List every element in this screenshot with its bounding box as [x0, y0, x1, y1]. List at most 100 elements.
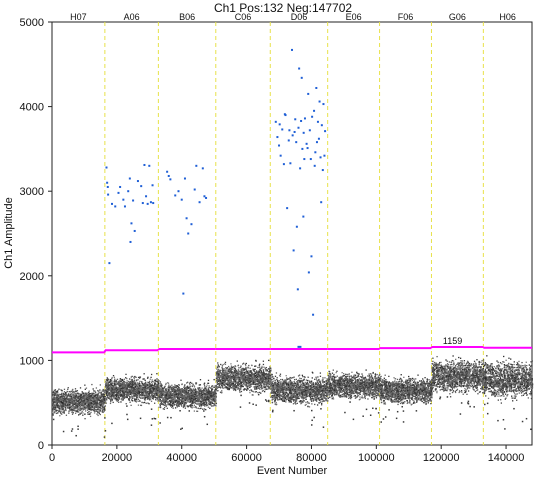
negative-droplet	[213, 387, 214, 388]
negative-droplet	[166, 395, 167, 396]
negative-droplet	[188, 390, 189, 391]
negative-droplet	[150, 398, 151, 399]
negative-droplet	[220, 364, 221, 365]
negative-droplet	[197, 396, 198, 397]
negative-droplet	[206, 386, 207, 387]
negative-droplet	[159, 385, 160, 386]
negative-droplet	[209, 387, 210, 388]
negative-droplet	[57, 405, 58, 406]
negative-droplet	[117, 383, 118, 384]
negative-droplet	[194, 410, 195, 411]
negative-droplet	[88, 411, 89, 412]
negative-droplet	[164, 409, 165, 410]
negative-droplet	[113, 397, 114, 398]
negative-droplet	[160, 396, 161, 397]
negative-droplet	[54, 406, 55, 407]
negative-droplet	[137, 387, 138, 388]
negative-droplet	[182, 389, 183, 390]
negative-droplet	[62, 402, 63, 403]
negative-droplet	[191, 395, 192, 396]
negative-droplet	[110, 381, 111, 382]
negative-droplet	[141, 395, 142, 396]
negative-droplet	[183, 387, 184, 388]
negative-droplet	[155, 397, 156, 398]
negative-droplet	[100, 384, 101, 385]
negative-droplet	[80, 403, 81, 404]
negative-droplet	[159, 388, 160, 389]
negative-droplet	[55, 405, 56, 406]
negative-droplet	[69, 396, 70, 397]
negative-droplet	[107, 394, 108, 395]
negative-droplet	[175, 401, 176, 402]
negative-droplet	[152, 379, 153, 380]
negative-droplet	[60, 412, 61, 413]
negative-droplet	[82, 405, 83, 406]
negative-droplet	[260, 378, 261, 379]
negative-droplet	[73, 398, 74, 399]
negative-droplet	[176, 406, 177, 407]
negative-droplet	[83, 409, 84, 410]
negative-droplet	[160, 405, 161, 406]
negative-droplet	[135, 399, 136, 400]
negative-droplet	[211, 389, 212, 390]
negative-droplet	[165, 388, 166, 389]
negative-droplet	[66, 395, 67, 396]
negative-droplet	[204, 393, 205, 394]
negative-droplet	[65, 406, 66, 407]
negative-droplet	[137, 382, 138, 383]
negative-droplet	[212, 403, 213, 404]
negative-droplet	[199, 384, 200, 385]
negative-droplet	[63, 411, 64, 412]
negative-droplet	[61, 395, 62, 396]
negative-droplet	[141, 387, 142, 388]
negative-droplet	[114, 381, 115, 382]
negative-droplet	[147, 377, 148, 378]
negative-droplet	[162, 388, 163, 389]
negative-droplet	[98, 391, 99, 392]
negative-droplet	[132, 393, 133, 394]
negative-droplet	[200, 389, 201, 390]
negative-droplet	[71, 391, 72, 392]
negative-droplet	[56, 392, 57, 393]
negative-droplet	[183, 402, 184, 403]
negative-droplet	[158, 398, 159, 399]
negative-outlier	[154, 418, 156, 420]
negative-droplet	[264, 389, 265, 390]
negative-droplet	[127, 397, 128, 398]
negative-droplet	[90, 409, 91, 410]
negative-droplet	[130, 405, 131, 406]
negative-droplet	[210, 404, 211, 405]
negative-droplet	[197, 392, 198, 393]
negative-droplet	[108, 398, 109, 399]
negative-droplet	[98, 393, 99, 394]
negative-outlier	[167, 417, 169, 419]
negative-droplet	[145, 390, 146, 391]
negative-droplet	[266, 388, 267, 389]
negative-droplet	[73, 395, 74, 396]
negative-droplet	[130, 391, 131, 392]
negative-droplet	[90, 402, 91, 403]
negative-droplet	[75, 404, 76, 405]
negative-droplet	[147, 396, 148, 397]
negative-outlier	[151, 424, 153, 426]
negative-droplet	[125, 396, 126, 397]
negative-droplet	[158, 379, 159, 380]
negative-droplet	[222, 387, 223, 388]
negative-droplet	[101, 408, 102, 409]
negative-droplet	[64, 389, 65, 390]
negative-droplet	[76, 411, 77, 412]
negative-droplet	[131, 399, 132, 400]
negative-droplet	[126, 392, 127, 393]
negative-droplet	[87, 412, 88, 413]
negative-droplet	[77, 406, 78, 407]
negative-droplet	[117, 392, 118, 393]
negative-droplet	[163, 395, 164, 396]
negative-droplet	[122, 400, 123, 401]
negative-droplet	[187, 387, 188, 388]
negative-droplet	[78, 400, 79, 401]
negative-droplet	[177, 395, 178, 396]
negative-droplet	[199, 387, 200, 388]
negative-droplet	[87, 405, 88, 406]
negative-droplet	[129, 387, 130, 388]
negative-droplet	[53, 408, 54, 409]
